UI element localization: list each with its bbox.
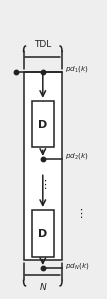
Text: $\mathbf{D}$: $\mathbf{D}$ <box>37 118 48 130</box>
Text: $\vdots$: $\vdots$ <box>75 207 83 220</box>
Text: $\vdots$: $\vdots$ <box>39 178 47 191</box>
Text: $pd_{N}(k)$: $pd_{N}(k)$ <box>65 260 90 271</box>
Text: $\mathbf{D}$: $\mathbf{D}$ <box>37 227 48 239</box>
Bar <box>32 210 54 257</box>
Bar <box>32 101 54 147</box>
Bar <box>24 72 62 260</box>
Text: $pd_{2}(k)$: $pd_{2}(k)$ <box>65 151 89 161</box>
Text: TDL: TDL <box>34 40 51 49</box>
Text: N: N <box>39 283 46 292</box>
Text: $pd_{1}(k)$: $pd_{1}(k)$ <box>65 64 89 74</box>
